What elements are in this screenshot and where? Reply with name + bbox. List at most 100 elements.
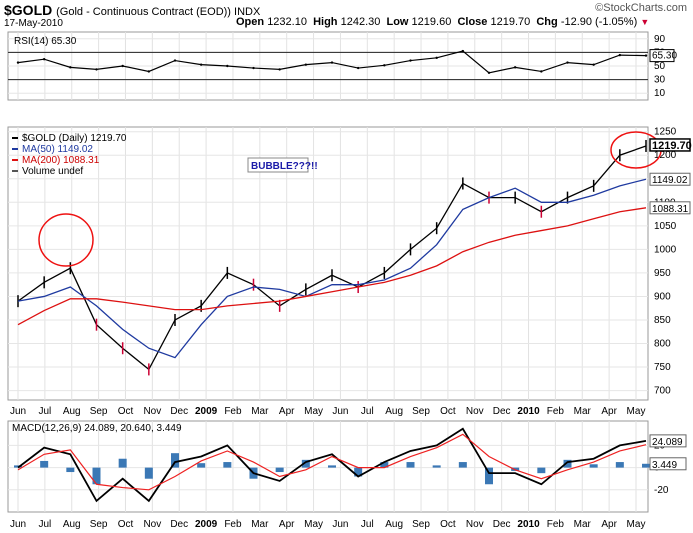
chg-value: -12.90 (-1.05%) bbox=[560, 16, 638, 28]
low-label: Low bbox=[386, 16, 409, 28]
x-tick-label: Nov bbox=[143, 519, 161, 530]
bubble-annotation: BUBBLE???!! bbox=[251, 161, 318, 172]
macd-histogram-bar bbox=[563, 459, 572, 468]
rsi-point bbox=[435, 56, 438, 60]
rsi-point bbox=[278, 68, 281, 71]
legend-swatch bbox=[12, 148, 18, 150]
rsi-point bbox=[566, 61, 569, 64]
price-y-tick-label: 1200 bbox=[654, 150, 677, 161]
macd-last-box-1 bbox=[649, 457, 687, 471]
open-value: 1232.10 bbox=[267, 16, 307, 28]
legend-swatch bbox=[12, 170, 18, 172]
price-y-tick-label: 1000 bbox=[654, 244, 677, 255]
legend-swatch bbox=[12, 159, 18, 161]
macd-series-1-line bbox=[17, 433, 647, 491]
x-tick-label: Jun bbox=[332, 406, 348, 417]
macd-histogram-bar bbox=[197, 463, 206, 468]
price-panel-frame bbox=[7, 126, 649, 401]
x-tick-label: 2009 bbox=[195, 519, 218, 530]
x-tick-label: May bbox=[304, 519, 323, 530]
x-tick-label: Sep bbox=[90, 519, 108, 530]
x-tick-label: Sep bbox=[90, 406, 108, 417]
down-arrow-icon: ▼ bbox=[640, 17, 650, 27]
x-tick-label: Jun bbox=[10, 519, 26, 530]
price-y-tick-label: 700 bbox=[654, 386, 671, 397]
x-tick-label: Feb bbox=[547, 406, 565, 417]
low-value: 1219.60 bbox=[411, 16, 452, 28]
rsi-point bbox=[16, 61, 20, 64]
macd-histogram-bar bbox=[458, 462, 467, 468]
rsi-point bbox=[513, 66, 517, 69]
x-tick-label: Oct bbox=[440, 519, 456, 530]
x-tick-label: Jul bbox=[361, 519, 374, 530]
rsi-point bbox=[304, 63, 308, 66]
macd-histogram-bar bbox=[171, 453, 179, 468]
macd-histogram-bar bbox=[118, 458, 127, 468]
price-series-2-line bbox=[17, 207, 647, 326]
rsi-y-tick-label: 90 bbox=[654, 34, 666, 45]
macd-last-label-0: 24.089 bbox=[652, 437, 683, 448]
rsi-point bbox=[356, 66, 360, 70]
price-last-label-0: 1219.70 bbox=[652, 140, 692, 152]
price-series-1-line bbox=[17, 178, 647, 359]
macd-histogram-bar bbox=[275, 467, 284, 473]
close-value: 1219.70 bbox=[490, 16, 531, 28]
price-last-label-2: 1088.31 bbox=[652, 204, 689, 215]
macd-histogram-bar bbox=[66, 467, 75, 473]
macd-histogram-bar bbox=[432, 465, 441, 468]
macd-histogram-bar bbox=[144, 467, 153, 479]
high-value: 1242.30 bbox=[340, 16, 381, 28]
rsi-last-value-label: 65.30 bbox=[652, 51, 677, 62]
x-tick-label: 2010 bbox=[517, 406, 540, 417]
macd-histogram-bar bbox=[380, 462, 389, 468]
x-tick-label: Apr bbox=[279, 406, 295, 417]
x-tick-label: Nov bbox=[466, 406, 484, 417]
rsi-point bbox=[540, 70, 543, 73]
high-label: High bbox=[313, 16, 338, 28]
chart-symbol: $GOLD (Gold - Continuous Contract (EOD))… bbox=[4, 2, 260, 18]
rsi-point bbox=[173, 59, 177, 62]
price-last-label-1: 1149.02 bbox=[652, 175, 688, 186]
macd-histogram-bar bbox=[301, 459, 310, 468]
rsi-point bbox=[618, 53, 622, 57]
stockcharts-brand: ©StockCharts.com bbox=[595, 2, 687, 14]
macd-histogram-bar bbox=[589, 464, 598, 468]
x-tick-label: Sep bbox=[412, 406, 430, 417]
x-tick-label: May bbox=[627, 406, 646, 417]
ohlc-summary: Open 1232.10 High 1242.30 Low 1219.60 Cl… bbox=[236, 16, 649, 28]
price-y-tick-label: 850 bbox=[654, 315, 671, 326]
x-tick-label: 2009 bbox=[195, 406, 218, 417]
price-last-box-2 bbox=[649, 201, 691, 215]
x-tick-label: Aug bbox=[385, 406, 403, 417]
x-tick-label: Oct bbox=[118, 519, 134, 530]
legend-entry-1: MA(50) 1149.02 bbox=[22, 144, 93, 155]
x-tick-label: Nov bbox=[466, 519, 484, 530]
x-tick-label: Feb bbox=[224, 406, 242, 417]
macd-title: MACD(12,26,9) 24.089, 20.640, 3.449 bbox=[12, 423, 182, 434]
rsi-point bbox=[69, 66, 72, 69]
macd-last-label-1: 3.449 bbox=[652, 460, 677, 471]
x-tick-label: Mar bbox=[251, 406, 269, 417]
rsi-point bbox=[461, 49, 465, 53]
symbol-text: $GOLD bbox=[4, 2, 53, 18]
macd-series-0-line bbox=[17, 427, 647, 503]
rsi-point bbox=[592, 63, 595, 66]
macd-histogram-bar bbox=[406, 462, 415, 468]
price-last-box-1 bbox=[649, 172, 691, 186]
x-tick-label: Apr bbox=[601, 519, 617, 530]
price-y-tick-label: 950 bbox=[654, 268, 671, 279]
x-tick-label: Aug bbox=[63, 519, 81, 530]
x-tick-label: Apr bbox=[279, 519, 295, 530]
rsi-point bbox=[42, 58, 46, 61]
macd-histogram-bar bbox=[642, 463, 650, 468]
chg-label: Chg bbox=[536, 16, 558, 28]
x-tick-label: Mar bbox=[251, 519, 269, 530]
price-y-tick-label: 1250 bbox=[654, 127, 677, 138]
macd-histogram-bar bbox=[615, 462, 624, 468]
macd-histogram-bar bbox=[92, 467, 101, 485]
x-tick-label: Sep bbox=[412, 519, 430, 530]
price-last-box-0 bbox=[649, 138, 691, 152]
x-tick-label: Mar bbox=[574, 406, 592, 417]
rsi-point bbox=[330, 61, 334, 64]
